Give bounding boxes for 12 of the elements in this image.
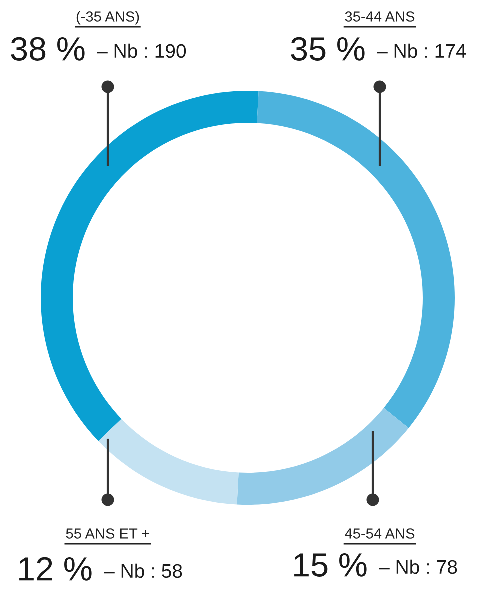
slice-label: 35-44 ANS <box>345 12 415 22</box>
data-label: 35 % <box>291 37 365 61</box>
slice-label: 45-54 ANS <box>345 528 415 539</box>
text: – Nb : 190 <box>97 44 186 58</box>
text: – Nb : 58 <box>104 564 182 578</box>
slice-label: (-35 ANS) <box>76 11 140 25</box>
data-label: 15 % <box>294 553 367 577</box>
slice-label: 55 ANS ET + <box>66 528 150 539</box>
data-label: 12 % <box>20 557 92 581</box>
text: – Nb : 174 <box>377 44 466 58</box>
data-label: 38 % <box>11 37 85 61</box>
text: – Nb : 78 <box>379 560 458 574</box>
